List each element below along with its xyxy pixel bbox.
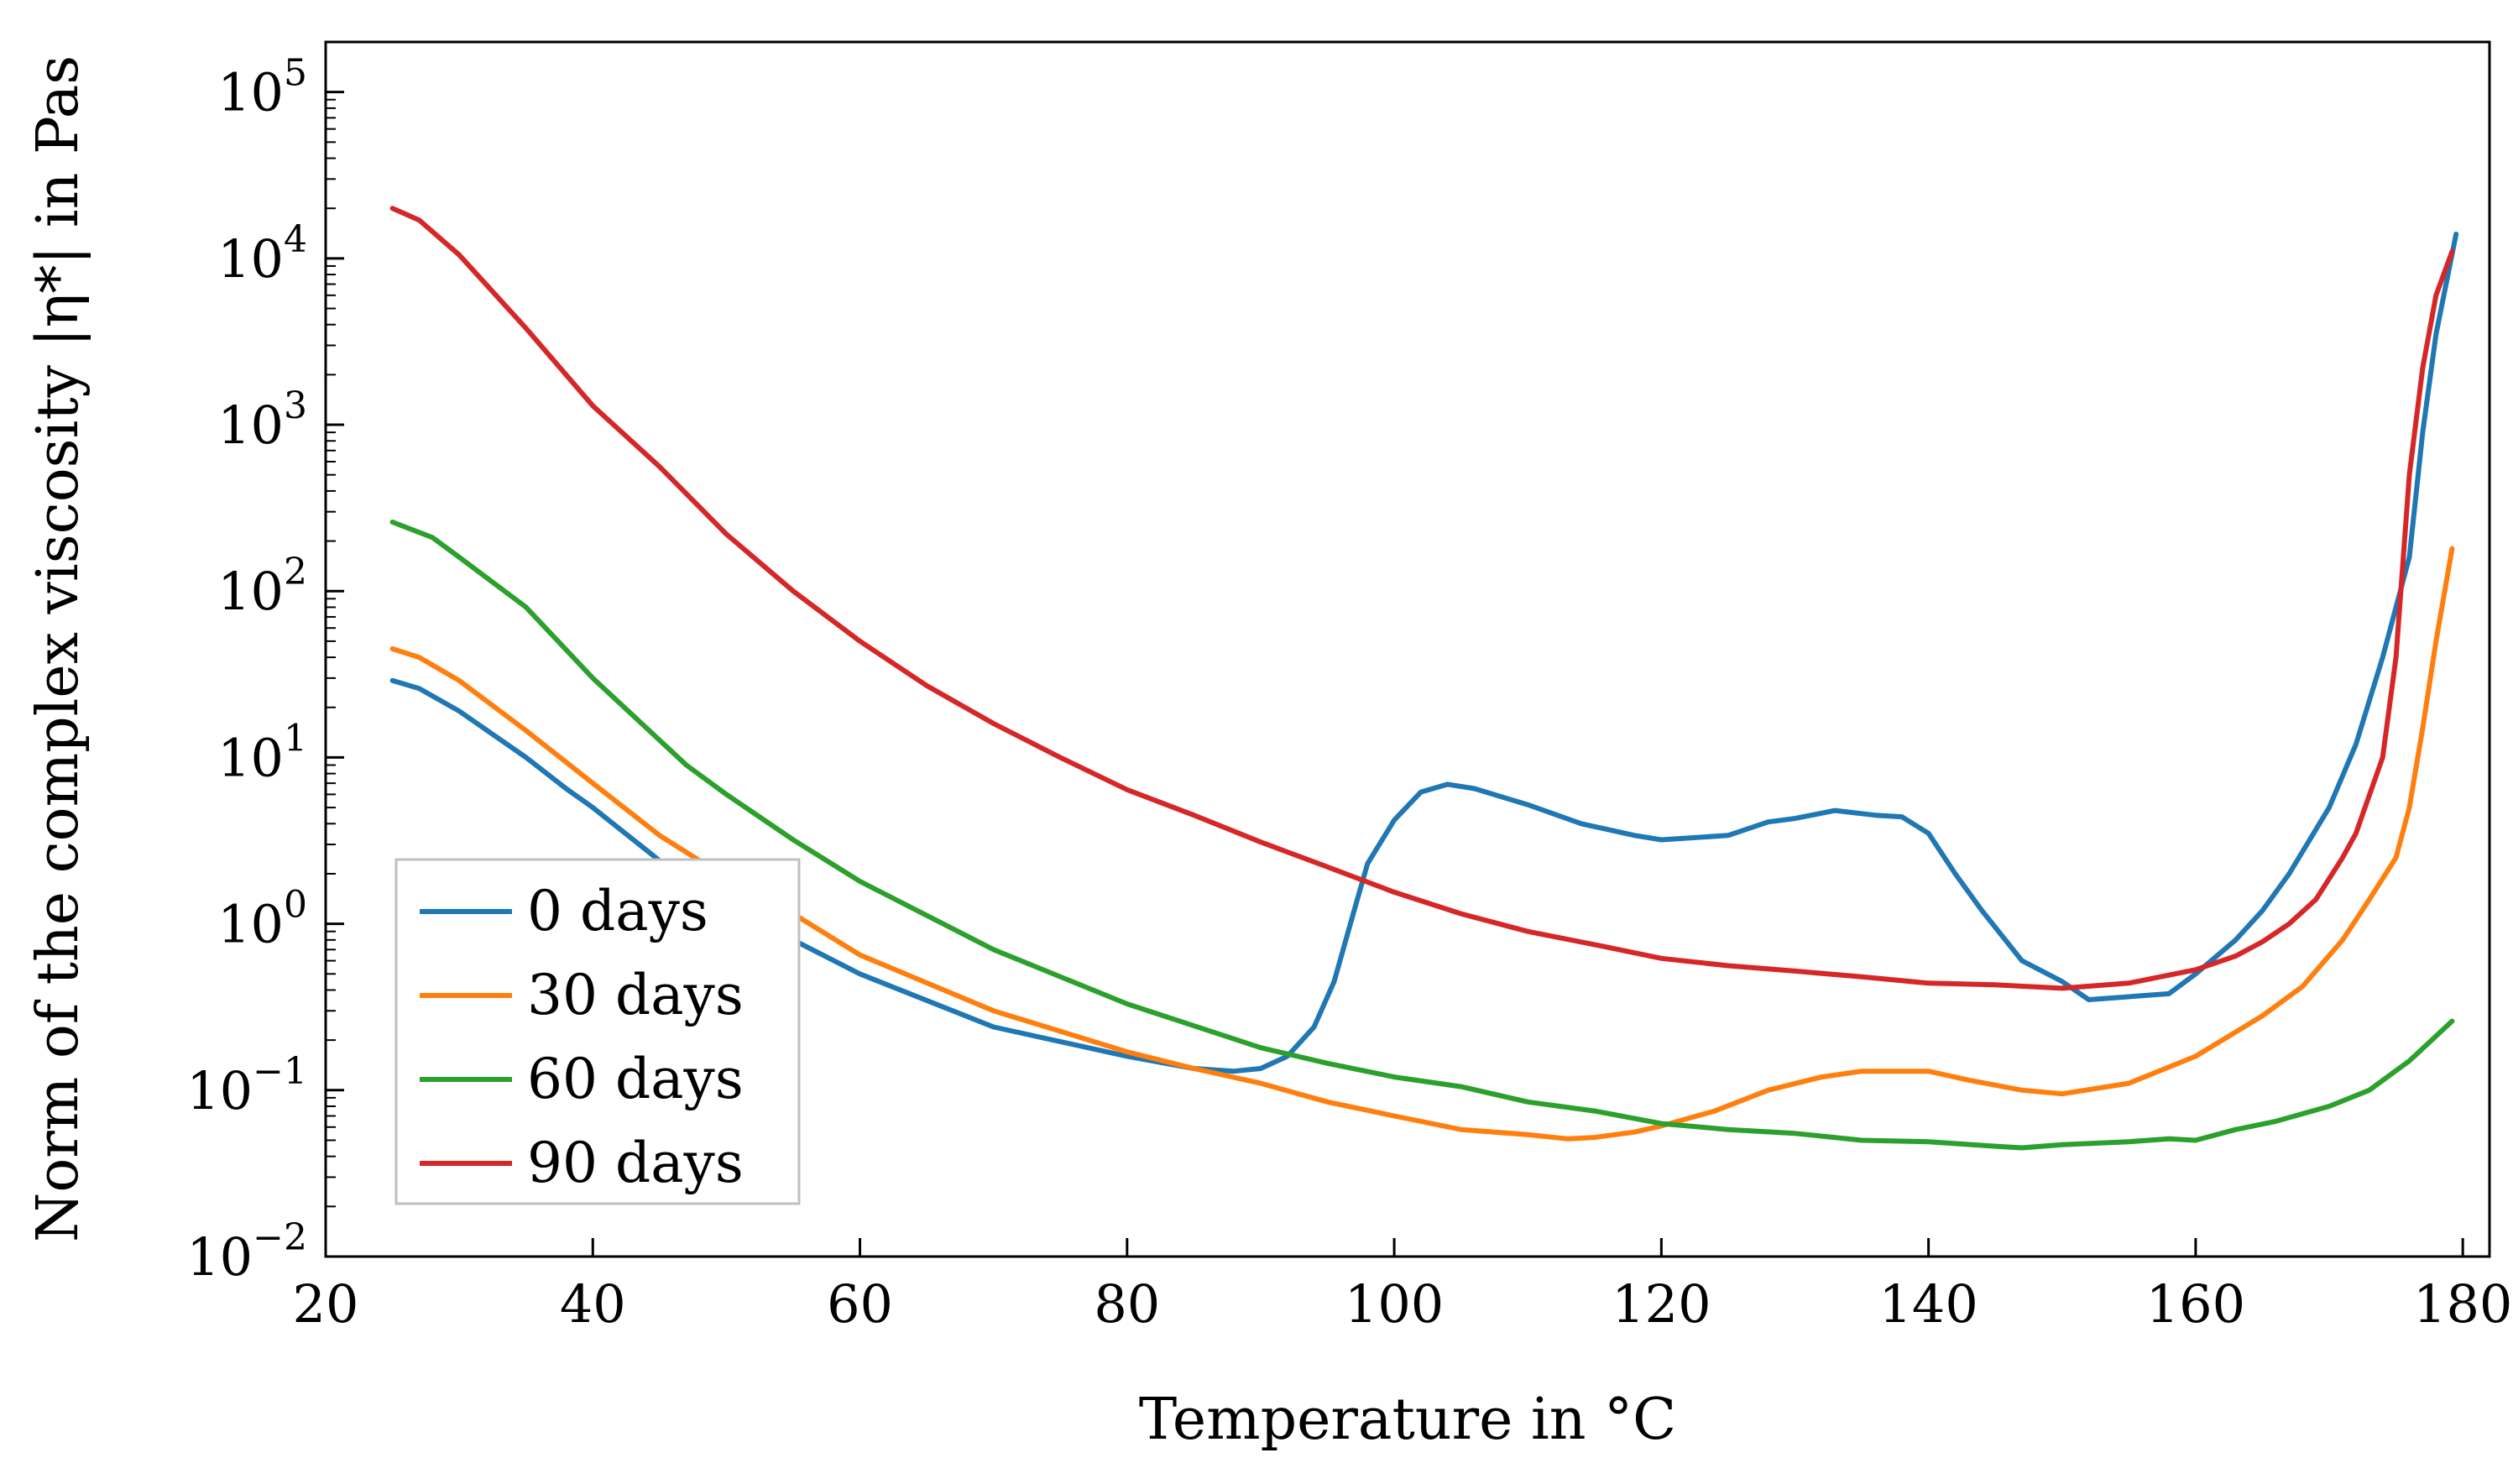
series-line-0-days <box>389 231 2459 1074</box>
legend-label: 0 days <box>527 879 708 943</box>
axis-ticks: 20 40 60 80 100 120 140 160 180 10−2 10−1 100 101 102… <box>186 41 2512 1335</box>
legend: 0 days 30 days 60 days 90 days <box>394 858 801 1205</box>
y-tick-label: 100 <box>217 884 307 955</box>
x-tick-label: 20 <box>293 1273 359 1335</box>
y-tick-label: 102 <box>217 551 307 622</box>
legend-label: 90 days <box>527 1131 744 1195</box>
series-line-90-days <box>389 206 2455 991</box>
x-axis-label: Temperature in °C <box>1139 1387 1676 1453</box>
x-tick-label: 60 <box>827 1273 893 1335</box>
y-axis-label: Norm of the complex viscosity |η*| in Pa… <box>25 55 91 1242</box>
plot-area-frame <box>324 40 2491 1258</box>
legend-label: 30 days <box>527 963 744 1027</box>
legend-box <box>394 858 801 1205</box>
x-tick-label: 180 <box>2413 1273 2512 1335</box>
y-tick-label: 10−1 <box>186 1050 307 1121</box>
y-tick-label: 10−2 <box>186 1216 307 1288</box>
y-tick-label: 101 <box>217 717 307 788</box>
x-tick-label: 80 <box>1094 1273 1160 1335</box>
y-tick-label: 103 <box>217 384 307 456</box>
x-tick-label: 100 <box>1345 1273 1444 1335</box>
x-tick-label: 140 <box>1878 1273 1977 1335</box>
y-tick-label: 105 <box>217 52 307 123</box>
legend-label: 60 days <box>527 1047 744 1111</box>
x-tick-label: 40 <box>560 1273 626 1335</box>
x-tick-label: 120 <box>1612 1273 1711 1335</box>
y-tick-label: 104 <box>217 218 307 290</box>
series-line-60-days <box>389 520 2455 1151</box>
x-tick-label: 160 <box>2146 1273 2245 1335</box>
